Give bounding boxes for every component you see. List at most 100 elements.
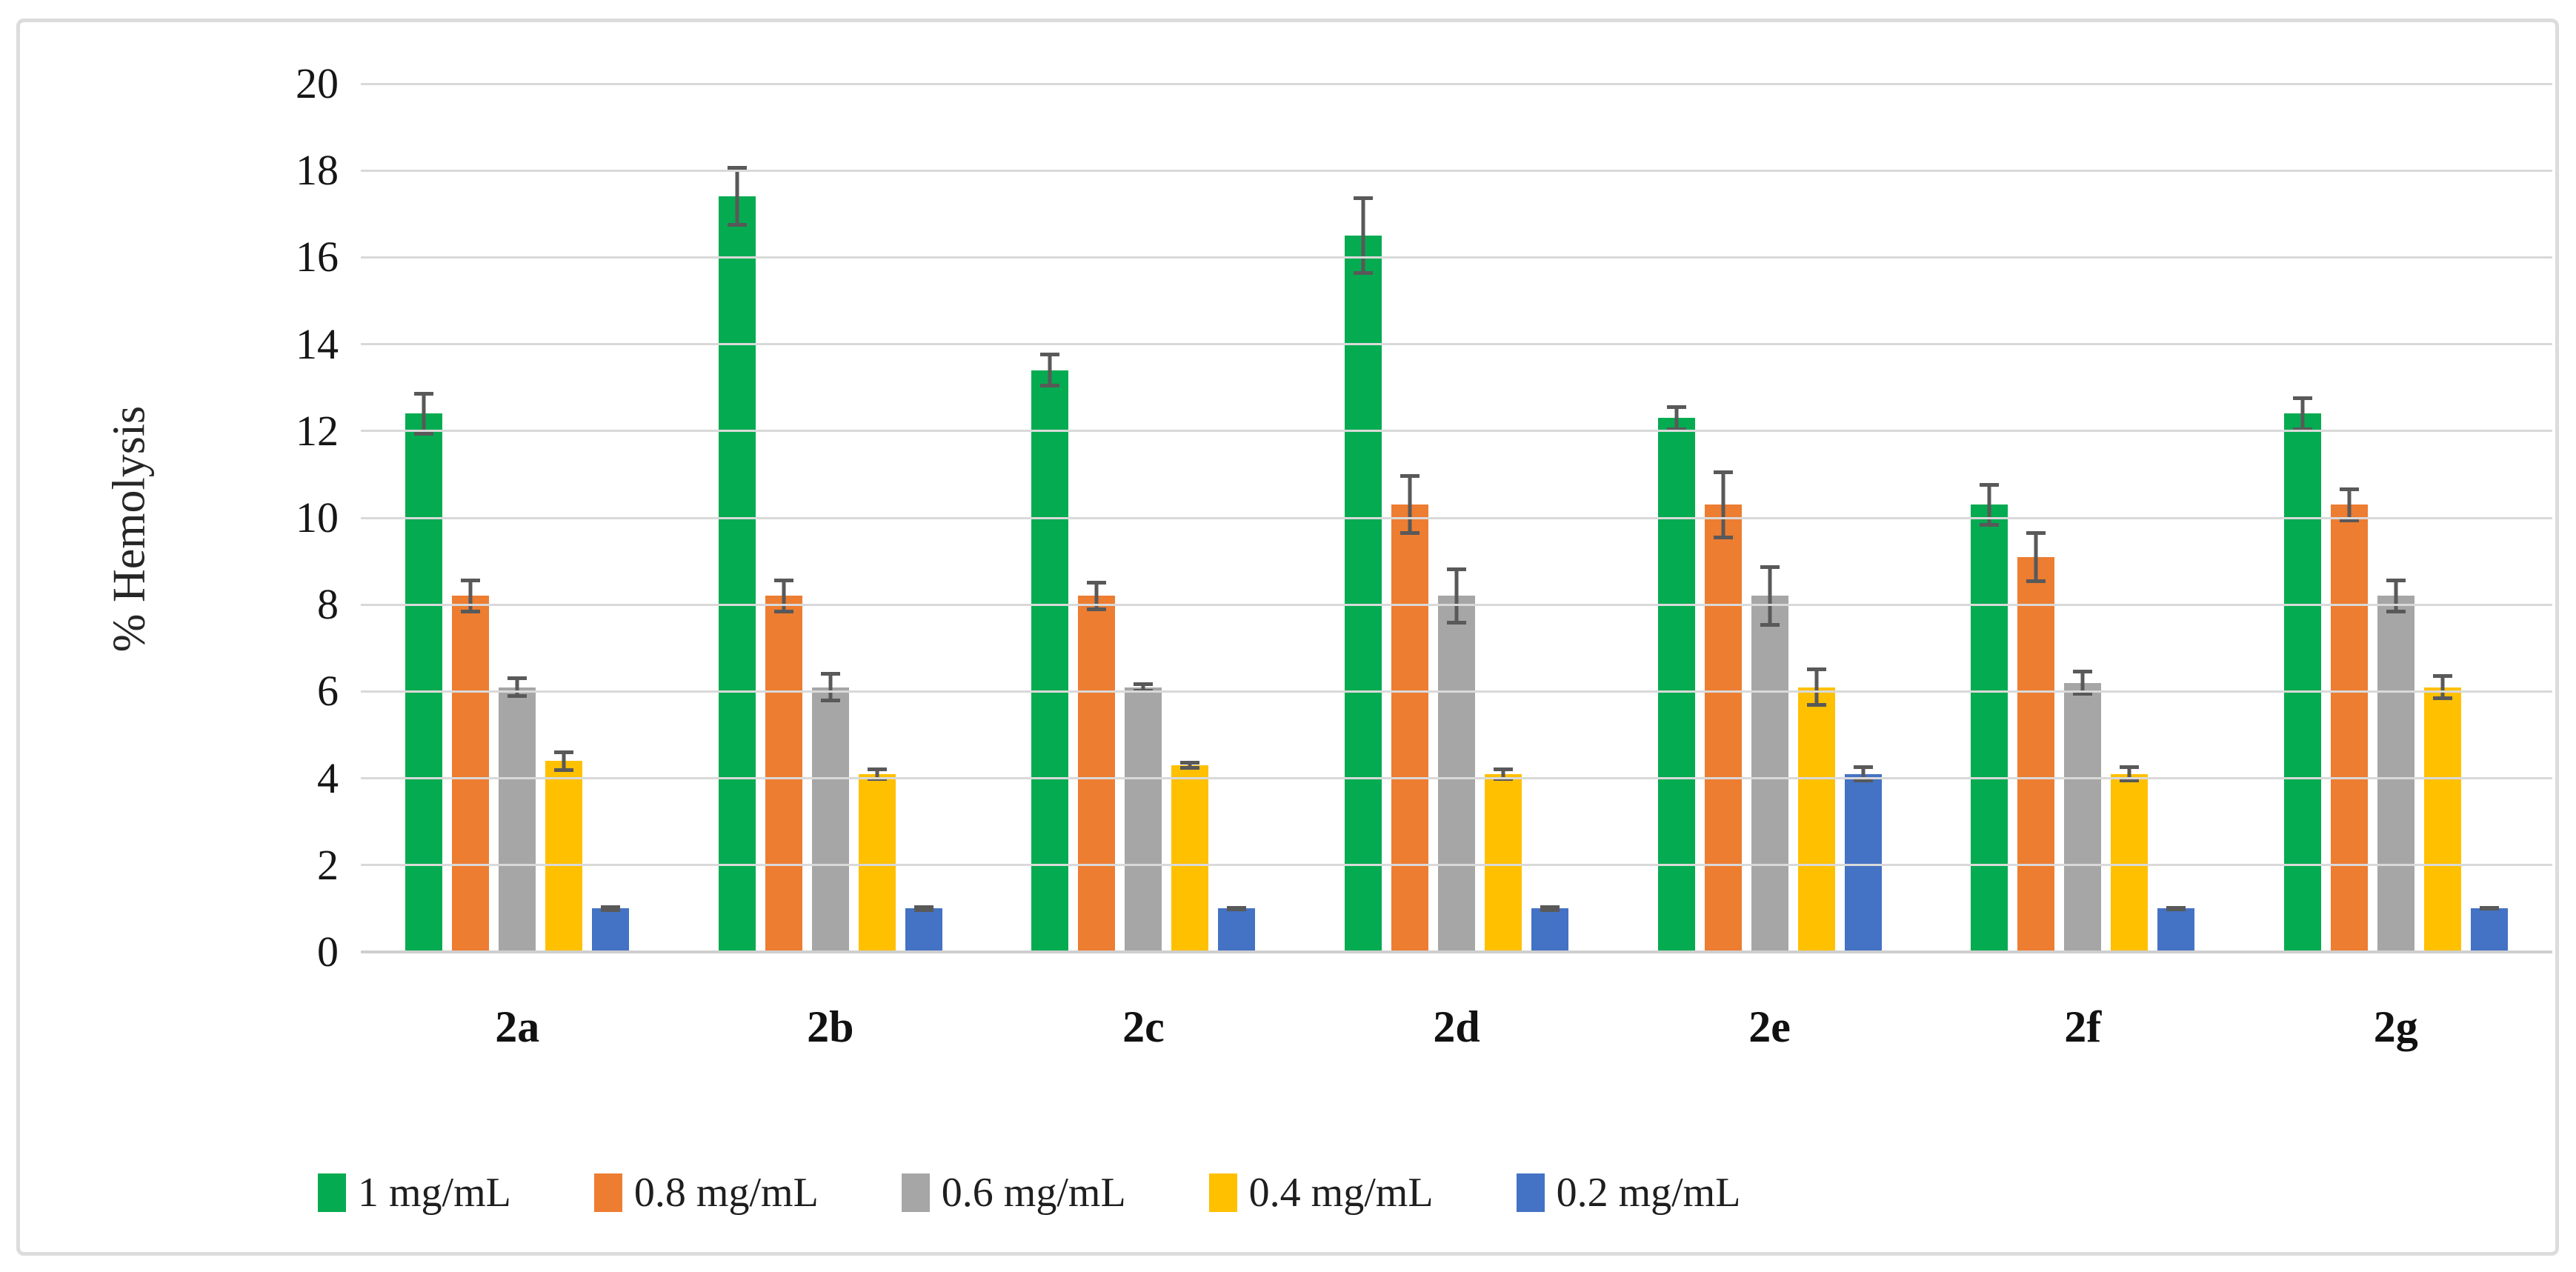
error-bar-stem: [468, 579, 473, 613]
error-bar-cap: [2479, 907, 2499, 911]
error-bar-stem: [515, 676, 519, 699]
bar-group-2e: [1613, 84, 1926, 952]
error-bar: [2479, 906, 2499, 911]
error-bar: [1447, 567, 1467, 625]
gridline: [361, 950, 2552, 953]
error-bar-stem: [1454, 567, 1459, 625]
bar-2a-08mgml: [452, 579, 490, 952]
error-bar-stem: [1408, 474, 1412, 536]
legend-item: 0.6 mg/mL: [901, 1172, 1126, 1213]
legend-swatch: [318, 1173, 346, 1212]
gridline: [361, 864, 2552, 867]
error-bar: [1400, 474, 1420, 536]
error-bar-stem: [1674, 404, 1679, 431]
bar-group-2d: [1300, 84, 1614, 952]
error-bar-stem: [1141, 682, 1145, 693]
error-bar-stem: [1094, 580, 1099, 611]
bar-2b-08mgml: [765, 579, 802, 952]
error-bar: [1040, 353, 1060, 388]
error-bar-cap: [1980, 522, 2000, 527]
x-category-label-2a: 2a: [495, 1002, 540, 1051]
error-bar: [1853, 765, 1873, 783]
legend-label: 0.4 mg/mL: [1248, 1170, 1434, 1216]
error-bar-cap: [2026, 579, 2046, 583]
error-bar: [773, 579, 793, 613]
bar-2a-02mgml: [592, 905, 630, 952]
error-bar: [1180, 761, 1200, 770]
error-bar-stem: [782, 579, 786, 613]
y-tick-label: 20: [296, 59, 339, 107]
error-bar-cap: [2292, 427, 2312, 431]
error-bar-stem: [562, 750, 566, 772]
gridline: [361, 256, 2552, 259]
error-bar-cap: [2073, 692, 2093, 696]
error-bar: [2432, 673, 2452, 701]
error-bar: [2120, 765, 2140, 783]
error-bar: [1806, 667, 1826, 707]
y-tick-label: 8: [317, 580, 339, 629]
error-bar: [1760, 565, 1780, 627]
error-bar-stem: [1048, 353, 1052, 388]
error-bar-stem: [2347, 487, 2352, 522]
bar-group-2f: [1926, 84, 2240, 952]
y-tick-label: 12: [296, 406, 339, 455]
gridline: [361, 516, 2552, 519]
legend-item: 0.8 mg/mL: [593, 1170, 819, 1216]
error-bar-cap: [1447, 620, 1467, 625]
error-bar-cap: [2120, 779, 2140, 783]
error-bar-cap: [1853, 779, 1873, 783]
bar-2a-04mgml: [545, 750, 583, 952]
y-tick-label: 2: [317, 840, 339, 889]
bar-2a-1mgml: [405, 392, 443, 952]
error-bar-cap: [601, 908, 621, 912]
error-bar-cap: [2339, 518, 2359, 522]
error-bar: [913, 905, 933, 912]
error-bar-cap: [1400, 531, 1420, 536]
y-tick-label: 10: [296, 493, 339, 542]
y-tick-label: 0: [317, 928, 339, 976]
legend-label: 0.8 mg/mL: [633, 1170, 819, 1216]
bar-2c-06mgml: [1125, 682, 1162, 952]
error-bar: [1713, 470, 1733, 540]
error-bar: [2073, 670, 2093, 696]
error-bar-stem: [828, 672, 833, 703]
bar-2c-02mgml: [1218, 905, 1256, 952]
y-tick-label: 14: [296, 319, 339, 368]
error-bar-stem: [2300, 396, 2305, 431]
error-bar-cap: [1666, 427, 1686, 431]
bar-2d-04mgml: [1485, 767, 1522, 952]
error-bar-cap: [1540, 908, 1560, 912]
error-bar: [2166, 905, 2186, 911]
error-bar: [1980, 483, 2000, 527]
error-bar-cap: [1040, 384, 1060, 388]
error-bar-cap: [1806, 702, 1826, 707]
plot-groups: [361, 84, 2552, 952]
error-bar-stem: [2394, 579, 2398, 613]
error-bar: [414, 392, 434, 436]
error-bar-cap: [554, 767, 574, 772]
legend-label: 0.2 mg/mL: [1556, 1170, 1741, 1216]
y-tick-label: 4: [317, 753, 339, 802]
x-axis-category-labels: 2a 2b 2c 2d 2e 2f 2g: [361, 1002, 2552, 1053]
error-bar: [601, 905, 621, 912]
error-bar-stem: [2440, 673, 2445, 701]
error-bar: [1666, 404, 1686, 431]
error-bar-cap: [1713, 536, 1733, 540]
bar-2b-04mgml: [858, 767, 896, 952]
error-bar-stem: [1768, 565, 1772, 627]
bar-2e-08mgml: [1704, 470, 1742, 952]
bar-2d-02mgml: [1531, 905, 1569, 952]
bar-group-2b: [674, 84, 988, 952]
bar-2a-06mgml: [499, 676, 536, 952]
error-bar: [554, 750, 574, 772]
legend-swatch: [1516, 1173, 1545, 1212]
bar-2c-1mgml: [1031, 353, 1069, 952]
error-bar-cap: [2432, 696, 2452, 701]
error-bar: [2292, 396, 2312, 431]
error-bar-cap: [1227, 907, 1247, 911]
error-bar: [2339, 487, 2359, 522]
bar-2c-08mgml: [1078, 580, 1116, 952]
error-bar-cap: [727, 223, 747, 227]
gridline: [361, 430, 2552, 433]
bar-2d-1mgml: [1345, 196, 1382, 952]
